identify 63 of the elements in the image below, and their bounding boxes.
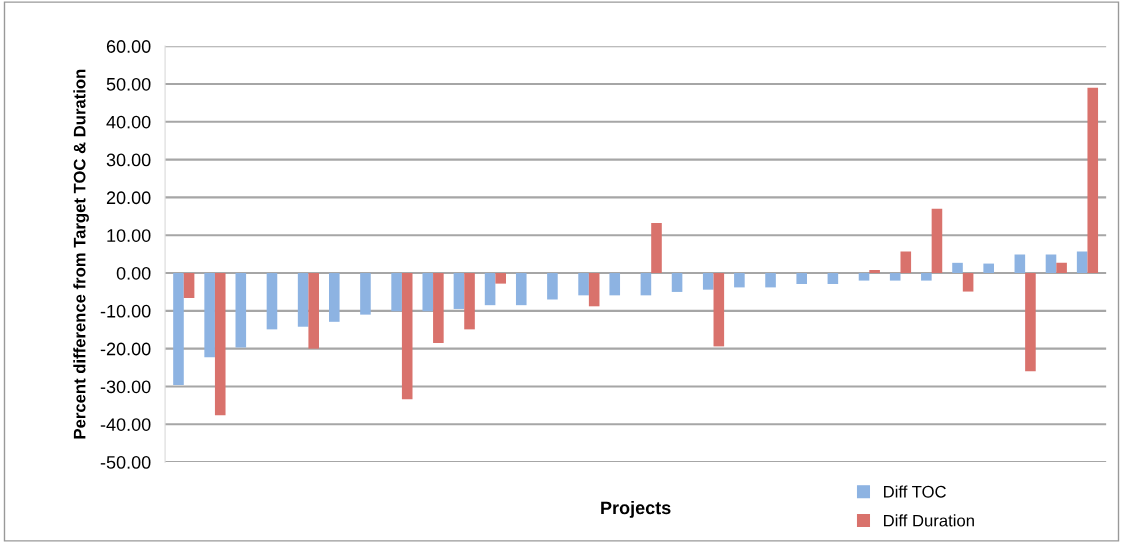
bar (173, 273, 184, 385)
bar (931, 208, 943, 274)
bar (702, 273, 714, 290)
bar (588, 273, 600, 307)
x-axis-title: Projects (601, 500, 671, 518)
legend-label: Diff TOC (884, 485, 946, 498)
bar (515, 273, 527, 306)
bar (391, 273, 402, 312)
legend-label: Diff Duration (884, 514, 974, 527)
y-tick-label: 0.00 (116, 266, 151, 280)
bar (495, 273, 506, 284)
bar (484, 273, 496, 306)
bar (609, 273, 621, 296)
y-tick-label: 30.00 (106, 153, 151, 167)
bar (713, 273, 725, 347)
bar (651, 223, 662, 274)
bar (796, 273, 808, 284)
bar (464, 273, 475, 330)
bar (297, 273, 309, 327)
bar (962, 273, 974, 292)
y-tick-label: 60.00 (106, 40, 151, 53)
bar (1087, 87, 1099, 274)
bar (433, 273, 444, 343)
y-tick-label: -20.00 (100, 342, 151, 356)
bar (640, 273, 652, 296)
bar (214, 273, 226, 416)
bar (869, 270, 880, 274)
bar (1025, 273, 1036, 372)
bar (858, 273, 870, 281)
bar (1014, 254, 1026, 274)
bar (308, 273, 320, 349)
bar (1076, 251, 1088, 274)
y-tick-label: -10.00 (100, 304, 151, 318)
bar (183, 273, 195, 298)
y-tick-label: 20.00 (106, 191, 151, 205)
bar (671, 273, 683, 292)
bar (328, 273, 340, 322)
bar (900, 251, 912, 274)
y-tick-label: -30.00 (100, 380, 151, 394)
bar (235, 273, 247, 348)
y-tick-label: 10.00 (107, 229, 151, 242)
bar (1056, 262, 1067, 274)
bar (578, 273, 589, 296)
y-tick-label: 40.00 (106, 115, 151, 129)
bar (921, 273, 932, 281)
bar (204, 273, 215, 358)
y-tick-label: 50.00 (106, 77, 151, 91)
bar (765, 273, 776, 288)
y-axis-title: Percent difference from Target TOC & Duration (73, 69, 89, 439)
bar (889, 273, 901, 281)
bar (360, 273, 371, 315)
bar (952, 262, 963, 274)
y-tick-label: -50.00 (100, 456, 151, 469)
bar (547, 273, 558, 300)
bar (1045, 254, 1057, 274)
bar (983, 263, 994, 274)
y-tick-label: -40.00 (100, 418, 151, 431)
bar (453, 273, 465, 309)
bar (266, 273, 278, 330)
bar (401, 273, 413, 400)
bar (734, 273, 745, 288)
bar (827, 273, 839, 284)
bar (422, 273, 434, 312)
